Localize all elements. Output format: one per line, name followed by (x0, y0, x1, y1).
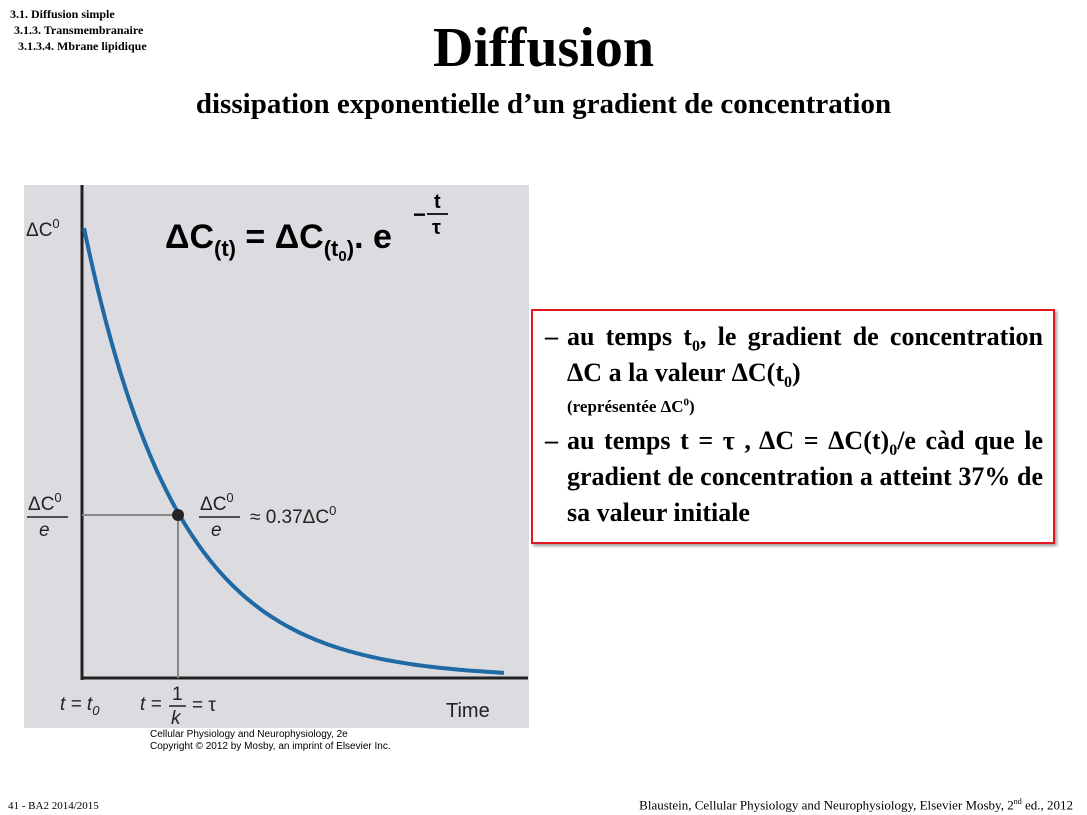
text-run: /e càd que le gradient de concentration … (567, 426, 1043, 527)
crumb: 3.1.3.4. Mbrane lipidique (18, 39, 147, 53)
y-mid-label-den: e (39, 520, 50, 541)
text-run: au temps t (567, 322, 692, 351)
text-run: ed., 2012 (1021, 797, 1073, 813)
info-box: au temps t0, le gradient de concentratio… (531, 309, 1055, 544)
text-run: ) (792, 358, 801, 387)
text-run: Blaustein, Cellular Physiology and Neuro… (639, 797, 1014, 813)
x-axis-title: Time (446, 700, 490, 722)
figure-panel (24, 185, 529, 728)
bullet: au temps t = τ , ΔC = ΔC(t)0/e càd que l… (545, 423, 1043, 531)
point-approx: ≈ 0.37ΔC0 (250, 503, 336, 528)
subscript: 0 (784, 374, 792, 392)
formula-exp-num: t (434, 191, 441, 213)
small-note: (représentée ΔC0) (567, 391, 1043, 423)
y-max-label: ΔC0 (26, 216, 60, 241)
subscript: 0 (889, 442, 898, 460)
crumb: 3.1. Diffusion simple (10, 7, 115, 21)
text-run: , le gradient de concentration ΔC a la v… (567, 322, 1043, 387)
caption: Cellular Physiology and Neurophysiology,… (150, 729, 348, 740)
tau-point (172, 509, 184, 521)
x-label-tau-post: = τ (192, 695, 216, 716)
formula-exp-sign: − (413, 202, 426, 227)
superscript: 0 (683, 396, 690, 409)
title: Diffusion (433, 17, 654, 79)
point-label-den: e (211, 520, 222, 541)
crumb: 3.1.3. Transmembranaire (14, 23, 144, 37)
x-label-tau: t = (140, 694, 162, 715)
x-label-tau-den: k (171, 708, 182, 729)
formula-text: ΔC(t) = ΔC(t0). e (165, 218, 392, 265)
subscript: 0 (691, 338, 700, 356)
superscript: nd (1013, 797, 1022, 806)
subtitle: dissipation exponentielle d’un gradient … (195, 88, 892, 120)
bullet: au temps t0, le gradient de concentratio… (545, 319, 1043, 423)
text-run: (représentée ΔC (567, 397, 684, 416)
point-label: ΔC0 (200, 490, 234, 515)
caption: Copyright © 2012 by Mosby, an imprint of… (150, 741, 391, 752)
page-number: 41 - BA2 2014/2015 (8, 800, 99, 812)
y-mid-label: ΔC0 (28, 490, 62, 515)
x-label-tau-num: 1 (172, 684, 183, 705)
formula-exp-den: τ (432, 217, 441, 239)
decay-curve (82, 227, 505, 675)
text-run: au temps t = τ , ΔC = ΔC(t) (567, 426, 890, 455)
x-label-start: t = t0 (60, 694, 100, 718)
breadcrumb: 3.1. Diffusion simple 3.1.3. Transmembra… (10, 6, 147, 54)
reference: Blaustein, Cellular Physiology and Neuro… (639, 797, 1073, 813)
formula: ΔC(t) = ΔC(t0). e − t τ (165, 191, 448, 265)
text-run: ) (689, 397, 695, 416)
